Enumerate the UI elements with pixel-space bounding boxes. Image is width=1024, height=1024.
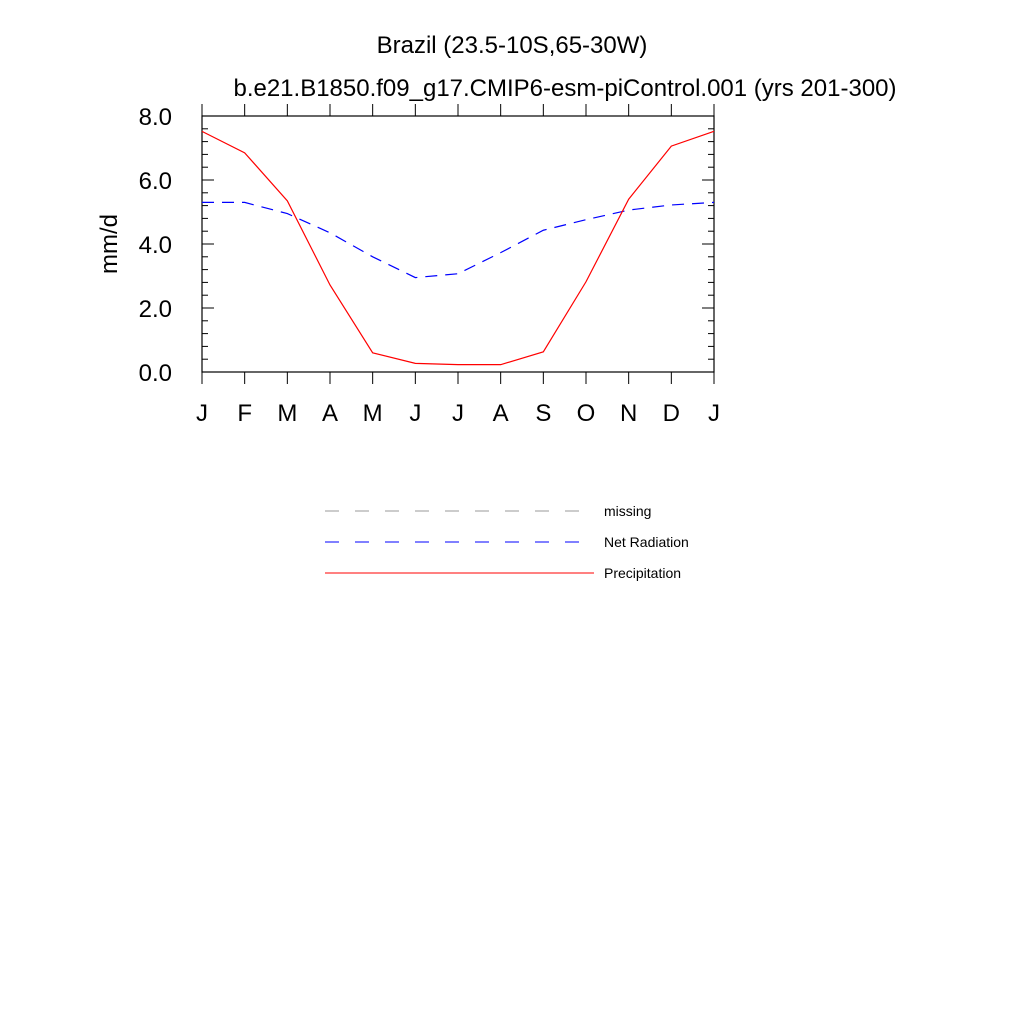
- chart-subtitle: b.e21.B1850.f09_g17.CMIP6-esm-piControl.…: [233, 75, 896, 102]
- legend-label-net-radiation: Net Radiation: [604, 534, 689, 550]
- legend-label-precipitation: Precipitation: [604, 565, 681, 581]
- legend: missing Net Radiation Precipitation: [325, 503, 689, 581]
- x-tick-label: J: [196, 400, 208, 427]
- x-tick-label: D: [663, 400, 680, 427]
- x-tick-label: S: [535, 400, 551, 427]
- legend-label-missing: missing: [604, 503, 651, 519]
- series-line-net-radiation: [202, 201, 715, 279]
- y-axis-label: mm/d: [96, 214, 123, 274]
- y-tick-label: 6.0: [139, 168, 172, 195]
- x-tick-label: F: [237, 400, 252, 427]
- y-tick-label: 4.0: [139, 232, 172, 259]
- y-tick-label: 2.0: [139, 296, 172, 323]
- x-tick-label: A: [493, 400, 509, 427]
- x-tick-label: J: [452, 400, 464, 427]
- x-tick-label: A: [322, 400, 338, 427]
- plot-area: 0.02.04.06.08.0J F M A M J J A S O N D J: [139, 104, 720, 427]
- x-tick-label: M: [277, 400, 297, 427]
- x-tick-label: J: [409, 400, 421, 427]
- y-tick-label: 8.0: [139, 104, 172, 131]
- x-tick-label: J: [708, 400, 720, 427]
- plot-frame: [201, 115, 715, 373]
- chart-title: Brazil (23.5-10S,65-30W): [377, 32, 648, 59]
- x-tick-label: N: [620, 400, 637, 427]
- x-tick-label: M: [363, 400, 383, 427]
- x-tick-label: O: [577, 400, 596, 427]
- series-line-precipitation: [201, 130, 715, 366]
- y-tick-label: 0.0: [139, 360, 172, 387]
